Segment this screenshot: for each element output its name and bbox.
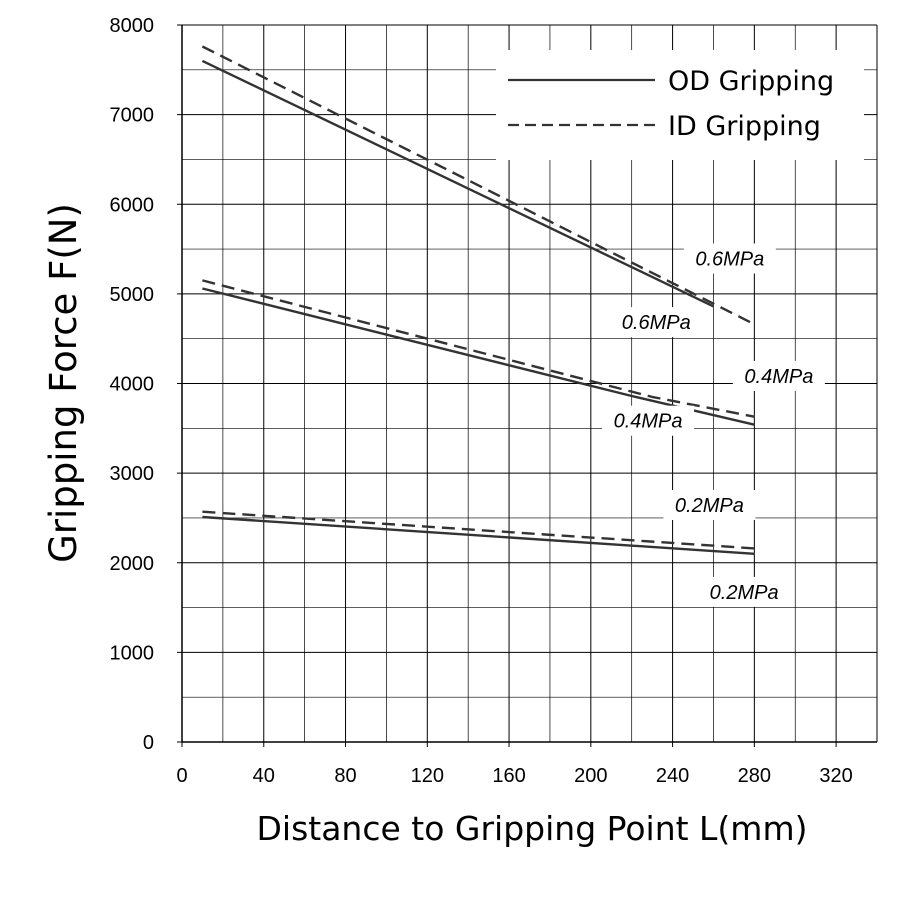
x-axis-title: Distance to Gripping Point L(mm) — [257, 809, 808, 848]
y-ticks: 0 1000 2000 3000 4000 5000 6000 7000 8000 — [110, 15, 182, 754]
x-tick-label: 40 — [253, 765, 275, 787]
x-tick-label: 200 — [574, 765, 607, 787]
pressure-label: 0.4MPa — [744, 366, 813, 388]
x-tick-label: 120 — [411, 765, 444, 787]
annotation-group: 0.6MPa 0.6MPa 0.4MPa 0.4MPa 0.2MPa 0.2MPa — [602, 243, 825, 607]
pressure-label: 0.2MPa — [675, 495, 744, 517]
annotation-bg — [732, 360, 825, 391]
legend: OD Gripping ID Gripping — [496, 50, 864, 160]
annotation-bg — [683, 243, 776, 274]
series-line-od-04mpa — [202, 287, 755, 426]
annotation-bg — [610, 307, 703, 338]
x-tick-label: 80 — [334, 765, 356, 787]
legend-label-id: ID Gripping — [668, 111, 821, 142]
pressure-label: 0.4MPa — [614, 411, 683, 433]
y-tick-label: 2000 — [110, 553, 155, 575]
series-line-id-06mpa — [201, 45, 755, 326]
legend-label-od: OD Gripping — [668, 66, 834, 97]
x-tick-label: 160 — [492, 765, 525, 787]
annotation-bg — [602, 405, 695, 436]
series-line-id-02mpa — [202, 510, 755, 550]
y-axis-title: Gripping Force F(N) — [42, 203, 85, 563]
y-tick-label: 3000 — [110, 463, 155, 485]
y-tick-label: 8000 — [110, 15, 155, 37]
y-tick-label: 0 — [143, 732, 154, 754]
annotation-bg — [698, 576, 791, 607]
pressure-label: 0.2MPa — [710, 582, 779, 604]
series-group — [201, 45, 755, 555]
annotation-bg — [663, 489, 756, 520]
x-tick-label: 280 — [738, 765, 771, 787]
x-tick-label: 320 — [819, 765, 852, 787]
y-tick-label: 5000 — [110, 284, 155, 306]
y-tick-label: 4000 — [110, 374, 155, 396]
series-line-id-04mpa — [202, 279, 755, 418]
legend-box — [496, 50, 864, 160]
x-tick-label: 240 — [656, 765, 689, 787]
y-tick-label: 1000 — [110, 642, 155, 664]
series-line-od-06mpa — [201, 59, 715, 308]
x-ticks: 0 40 80 120 160 200 240 280 320 — [176, 742, 853, 787]
x-tick-label: 0 — [176, 765, 187, 787]
pressure-label: 0.6MPa — [695, 249, 764, 271]
pressure-label: 0.6MPa — [622, 312, 691, 334]
y-tick-label: 7000 — [110, 105, 155, 127]
series-line-od-02mpa — [202, 515, 755, 555]
y-tick-label: 6000 — [110, 194, 155, 216]
